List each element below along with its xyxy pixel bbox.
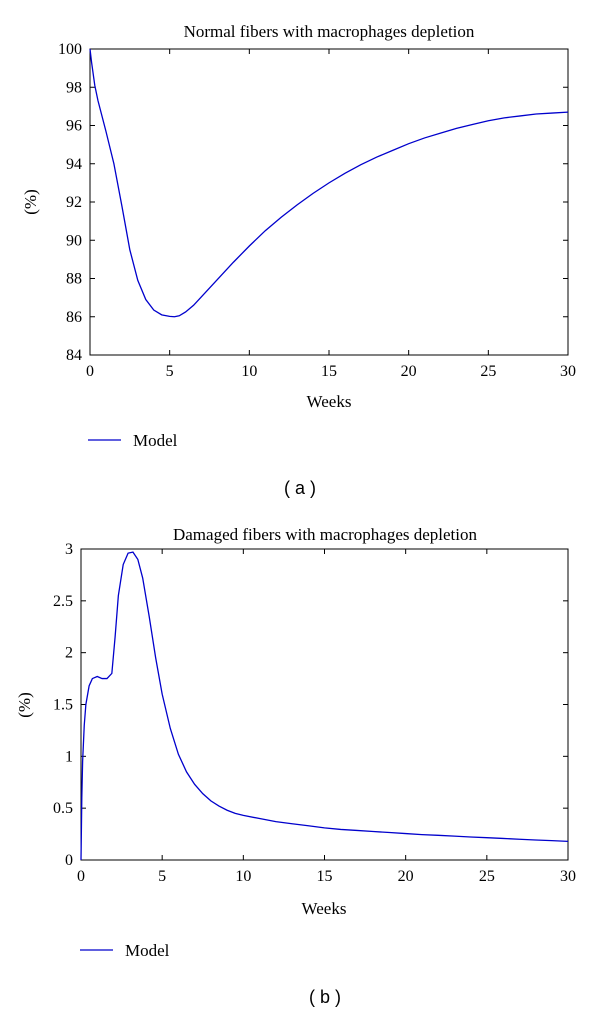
chart-a-x-axis-label: Weeks [307, 392, 352, 411]
chart-b-plot-frame [80, 548, 569, 861]
chart-b-y-tick-label: 2 [65, 645, 73, 662]
chart-b-x-axis-label: Weeks [302, 899, 347, 918]
chart-b-legend-label: Model [125, 941, 170, 960]
chart-b-ticks: 0 5 10 15 20 25 30 0 0.5 1 1.5 2 2.5 3 [53, 541, 576, 885]
chart-b-x-tick-label: 25 [479, 868, 495, 885]
chart-a-y-tick-label: 86 [66, 309, 82, 326]
chart-b-x-tick-label: 10 [235, 868, 251, 885]
chart-a-y-tick-label: 100 [58, 41, 82, 58]
chart-b-y-tick-label: 3 [65, 541, 73, 558]
chart-a-x-tick-label: 30 [560, 363, 576, 380]
chart-a-y-tick-label: 84 [66, 347, 82, 364]
chart-b-panel-label: ( b ) [309, 987, 341, 1007]
chart-a-x-tick-label: 25 [480, 363, 496, 380]
chart-a-x-tick-label: 0 [86, 363, 94, 380]
chart-a-y-tick-label: 92 [66, 194, 82, 211]
chart-a-plot-frame [89, 48, 569, 356]
chart-b-x-tick-label: 5 [158, 868, 166, 885]
chart-a-title: Normal fibers with macrophages depletion [184, 22, 475, 41]
chart-b-series-model-line [80, 551, 569, 861]
chart-b-x-tick-label: 20 [398, 868, 414, 885]
chart-a-x-tick-label: 10 [241, 363, 257, 380]
chart-b-y-tick-label: 1 [65, 748, 73, 765]
chart-a-y-tick-label: 98 [66, 79, 82, 96]
chart-b-x-tick-label: 0 [77, 868, 85, 885]
chart-a-y-tick-label: 90 [66, 232, 82, 249]
chart-a: Normal fibers with macrophages depletion… [21, 22, 576, 498]
chart-b-y-axis-label: (%) [15, 692, 34, 717]
chart-b-x-tick-label: 15 [317, 868, 333, 885]
chart-a-y-tick-label: 88 [66, 271, 82, 288]
chart-a-y-tick-label: 94 [66, 156, 82, 173]
chart-a-y-tick-label: 96 [66, 118, 82, 135]
chart-b-y-tick-label: 0.5 [53, 800, 73, 817]
chart-a-legend-label: Model [133, 431, 178, 450]
chart-a-x-tick-label: 20 [401, 363, 417, 380]
chart-a-y-axis-label: (%) [21, 189, 40, 214]
chart-a-ticks: 0 5 10 15 20 25 30 84 86 88 90 92 94 96 98 100 [58, 41, 576, 380]
chart-b-y-tick-label: 0 [65, 852, 73, 869]
chart-b-y-tick-label: 2.5 [53, 593, 73, 610]
chart-a-panel-label: ( a ) [284, 478, 316, 498]
chart-a-x-tick-label: 15 [321, 363, 337, 380]
chart-b: Damaged fibers with macrophages depletio… [15, 525, 576, 1007]
chart-a-series-model-line [89, 48, 569, 318]
chart-b-y-tick-label: 1.5 [53, 697, 73, 714]
chart-a-x-tick-label: 5 [166, 363, 174, 380]
chart-b-title: Damaged fibers with macrophages depletio… [173, 525, 478, 544]
chart-b-x-tick-label: 30 [560, 868, 576, 885]
